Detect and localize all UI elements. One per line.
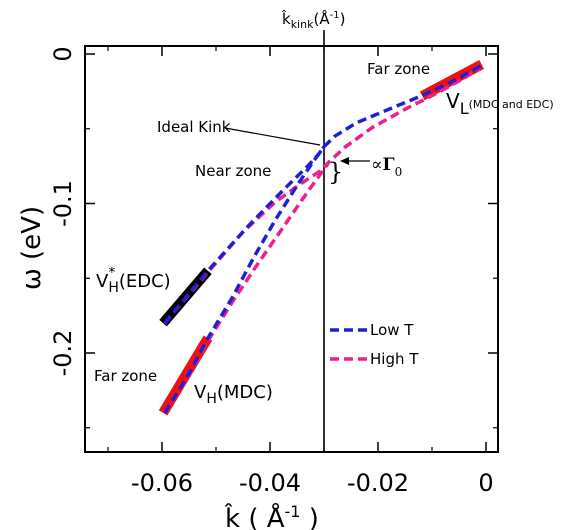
gamma-subscript: 0 xyxy=(395,165,403,179)
kink-label-main: k̂ xyxy=(282,9,291,28)
x-tick-label: -0.06 xyxy=(131,469,193,497)
x-axis-title-sup: -1 xyxy=(285,502,301,521)
proportional-symbol: ∝ xyxy=(371,155,383,175)
gamma-symbol: Γ xyxy=(383,155,395,175)
vl-sub: L xyxy=(460,99,469,118)
vh-star-note: (EDC) xyxy=(119,271,171,292)
y-tick-label: -0.1 xyxy=(49,180,77,227)
vl-main: V xyxy=(446,89,460,113)
vh-label: VH(MDC) xyxy=(194,382,273,407)
plot-frame xyxy=(84,45,499,453)
axis-ticks xyxy=(85,46,498,452)
x-axis-title: k̂ ( Å-1 ) xyxy=(224,502,319,530)
y-tick-labels: 0 -0.1 -0.2 xyxy=(49,46,77,376)
legend-high-t-label: High T xyxy=(370,350,419,368)
ideal-kink-label: Ideal Kink xyxy=(157,118,231,136)
far-zone-bottom-label: Far zone xyxy=(94,367,157,385)
y-axis-title: ω (eV) xyxy=(17,206,47,290)
y-tick-label: 0 xyxy=(49,46,77,61)
velocity-segments xyxy=(158,60,485,416)
x-axis-title-close: ) xyxy=(300,504,318,530)
x-tick-label: -0.04 xyxy=(239,469,301,497)
x-tick-label: -0.02 xyxy=(347,469,409,497)
vl-note: (MDC and EDC) xyxy=(469,98,554,111)
gamma-brace: } xyxy=(328,158,343,186)
kink-label-close: ) xyxy=(340,10,346,28)
x-axis-title-main: k̂ ( Å xyxy=(224,502,285,530)
series-curve xyxy=(163,66,482,325)
legend-low-t-label: Low T xyxy=(370,321,414,339)
kink-axis-label: k̂kink(Å-1) xyxy=(282,9,346,31)
kink-label-unit: (Å xyxy=(313,9,330,28)
legend: Low T High T xyxy=(330,321,419,368)
kink-label-sub: kink xyxy=(291,18,314,31)
vl-label: VL(MDC and EDC) xyxy=(446,89,554,118)
gamma-arrowhead xyxy=(340,157,349,165)
vh-star-label: V* H(EDC) xyxy=(96,265,171,296)
kink-label-sup: -1 xyxy=(330,10,340,21)
dispersion-curves xyxy=(163,64,482,414)
x-tick-labels: -0.06 -0.04 -0.02 0 xyxy=(131,469,494,497)
x-tick-label: 0 xyxy=(478,469,493,497)
series-curve xyxy=(163,64,482,325)
gamma-label: ∝Γ0 xyxy=(371,155,402,179)
far-zone-top-label: Far zone xyxy=(367,60,430,78)
vh-star-sup: * xyxy=(108,265,115,281)
vh-note: (MDC) xyxy=(217,382,273,403)
vh-main: V xyxy=(194,382,207,403)
vh-star-main: V xyxy=(96,271,109,292)
ideal-kink-pointer xyxy=(224,127,321,146)
vh-sub: H xyxy=(206,391,217,407)
series-curve xyxy=(163,145,326,414)
y-tick-label: -0.2 xyxy=(49,330,77,377)
near-zone-label: Near zone xyxy=(195,162,271,180)
vh-star-sub: H xyxy=(108,280,119,296)
